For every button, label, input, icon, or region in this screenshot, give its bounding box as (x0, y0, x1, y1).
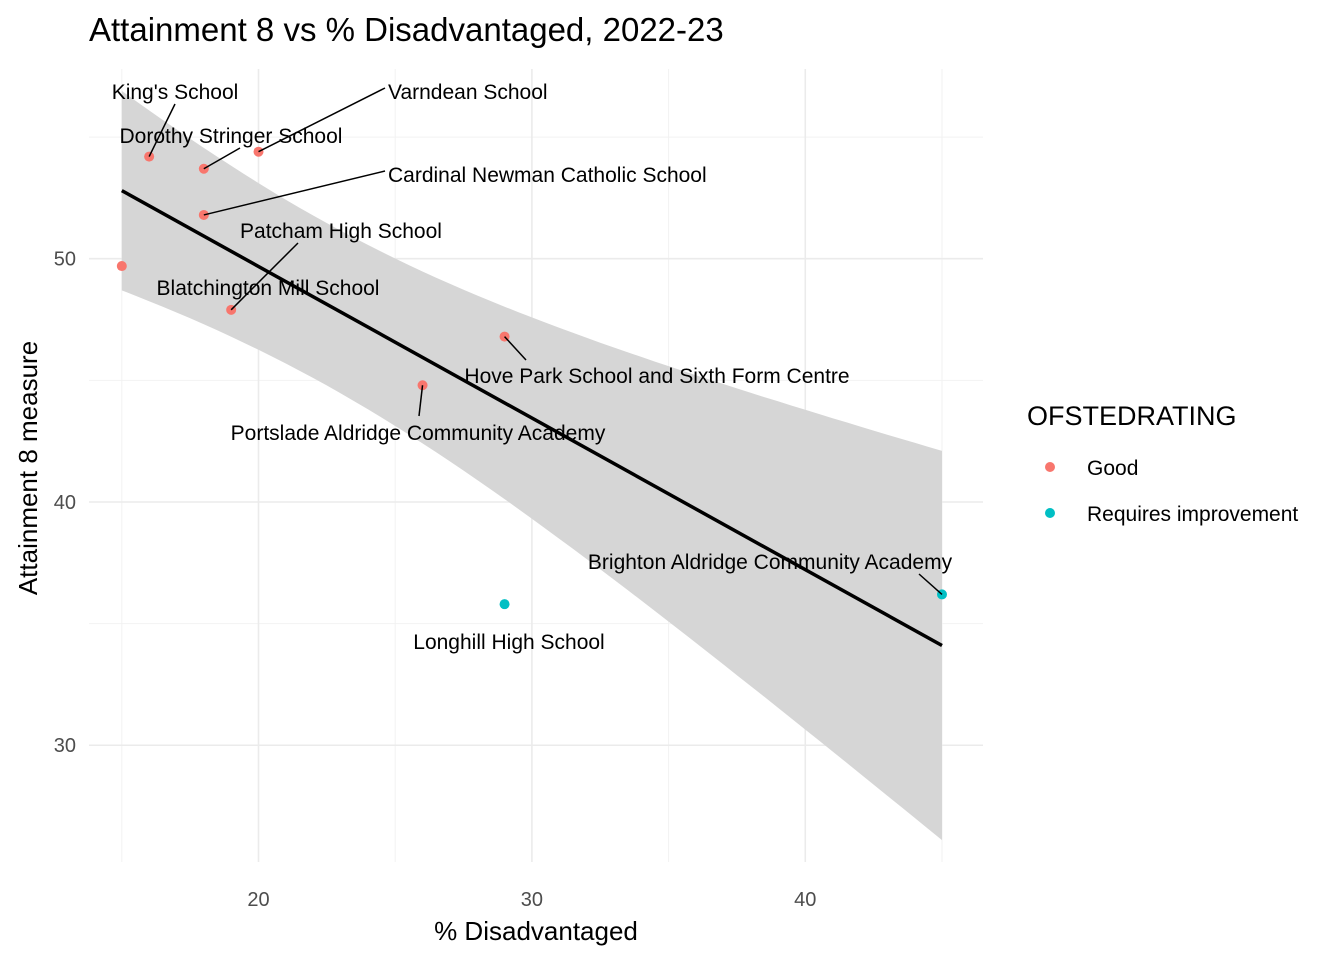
y-tick-label: 30 (54, 735, 76, 757)
label-connector (504, 336, 527, 361)
regression-line-layer (120, 189, 943, 648)
label-connector (203, 147, 241, 170)
label-connector (258, 87, 386, 153)
legend-label-requires-improvement: Requires improvement (1087, 503, 1298, 526)
label-connectors-layer (148, 87, 943, 595)
legend: OFSTEDRATING Good Requires improvement (1027, 401, 1298, 526)
point-label-king-s-school: King's School (112, 81, 239, 104)
point-label-blatchington-mill-school: Blatchington Mill School (157, 277, 380, 300)
point-label-hove-park-school-and-sixth-form-centre: Hove Park School and Sixth Form Centre (464, 365, 849, 388)
point-label-cardinal-newman-catholic-school: Cardinal Newman Catholic School (388, 164, 707, 187)
y-tick-label: 40 (54, 492, 76, 514)
y-tick-label: 50 (54, 249, 76, 271)
point-label-patcham-high-school: Patcham High School (240, 220, 442, 243)
legend-swatch-requires-improvement (1045, 508, 1055, 518)
label-connector (918, 573, 943, 595)
point-blatchington-mill-school (116, 261, 127, 272)
label-connector (148, 103, 176, 157)
chart-title: Attainment 8 vs % Disadvantaged, 2022-23 (89, 11, 724, 48)
label-connector (418, 385, 424, 417)
point-longhill-high-school (499, 599, 510, 610)
legend-title: OFSTEDRATING (1027, 401, 1237, 431)
point-label-portslade-aldridge-community-academy: Portslade Aldridge Community Academy (231, 422, 606, 445)
confidence-ribbon (121, 90, 943, 841)
x-axis-title: % Disadvantaged (434, 916, 638, 946)
point-label-varndean-school: Varndean School (388, 81, 548, 104)
label-connector (203, 170, 386, 216)
label-connector (230, 242, 299, 311)
point-label-dorothy-stringer-school: Dorothy Stringer School (120, 125, 343, 148)
x-tick-label: 40 (794, 889, 816, 911)
y-axis-title: Attainment 8 measure (13, 341, 43, 595)
point-label-brighton-aldridge-community-academy: Brighton Aldridge Community Academy (588, 551, 953, 574)
x-tick-label: 30 (521, 889, 543, 911)
regression-line (120, 189, 943, 648)
x-tick-label: 20 (247, 889, 269, 911)
point-label-longhill-high-school: Longhill High School (413, 631, 604, 654)
legend-swatch-good (1045, 462, 1055, 472)
point-labels-layer: King's School Varndean School Dorothy Stri… (112, 81, 953, 654)
legend-label-good: Good (1087, 457, 1138, 480)
confidence-ribbon-layer (121, 90, 943, 841)
tick-labels-layer: 20 30 40 30 40 50 (54, 249, 817, 911)
